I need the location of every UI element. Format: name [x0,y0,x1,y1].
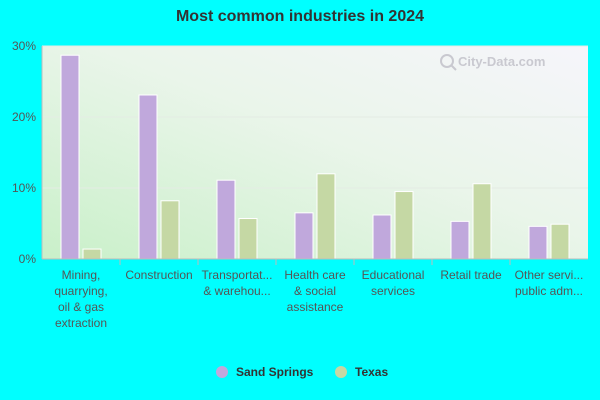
bar-texas[interactable] [160,200,180,260]
legend: Sand Springs Texas [216,365,388,379]
bar-sand-springs[interactable] [528,225,548,260]
bars [60,54,570,260]
x-category-label: Health care & social assistance [284,268,346,314]
chart-title: Most common industries in 2024 [175,8,425,25]
legend-label: Sand Springs [236,365,314,379]
bar-sand-springs[interactable] [138,94,158,260]
plot-area [42,46,588,259]
x-category-label: Other servi... public adm... [515,268,584,298]
x-category-label: Mining, quarrying, oil & gas extraction [54,268,107,330]
bar-texas[interactable] [472,183,492,260]
y-axis: 0% 10% 20% 30% [12,39,43,266]
y-tick-label: 0% [19,252,37,266]
legend-label: Texas [355,365,388,379]
bar-sand-springs[interactable] [294,212,314,260]
y-tick-label: 20% [12,110,36,124]
x-category-label: Transportat... & warehou... [202,268,273,298]
legend-swatch [216,366,228,378]
bar-sand-springs[interactable] [60,54,80,260]
bar-sand-springs[interactable] [450,220,470,260]
watermark-text: City-Data.com [458,54,545,69]
legend-swatch [335,366,347,378]
magnifier-logo-icon [440,54,457,71]
y-tick-label: 30% [12,39,36,53]
bar-texas[interactable] [394,191,414,260]
x-category-label: Educational services [362,268,425,298]
bar-texas[interactable] [82,248,102,260]
watermark: City-Data.com [440,54,545,71]
bar-sand-springs[interactable] [372,214,392,260]
y-tick-label: 10% [12,181,36,195]
x-category-label: Construction [125,268,192,282]
x-axis: Mining, quarrying, oil & gas extraction Cons… [42,258,588,330]
x-category-label: Retail trade [440,268,502,282]
bar-texas[interactable] [316,173,336,260]
bar-sand-springs[interactable] [216,179,236,260]
gridlines [42,45,588,189]
bar-texas[interactable] [238,218,258,260]
bar-texas[interactable] [550,223,570,260]
